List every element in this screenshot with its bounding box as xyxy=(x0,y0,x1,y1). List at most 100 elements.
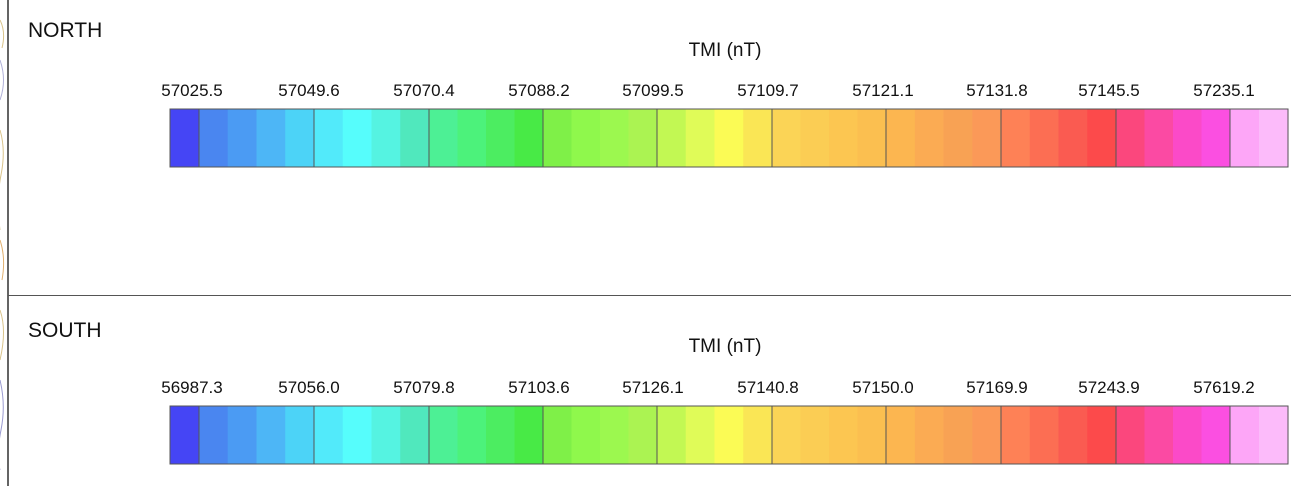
tick-label: 57126.1 xyxy=(622,378,683,397)
colorbar-title: TMI (nT) xyxy=(688,40,762,61)
tick-label: 57169.9 xyxy=(966,378,1027,397)
panel-divider xyxy=(8,295,1291,296)
south-colorbar-panel: SOUTH TMI (nT) 56987.3 57056.0 57079.8 5710… xyxy=(0,296,1291,466)
color-swatch xyxy=(772,406,802,464)
tick-label: 57243.9 xyxy=(1078,378,1139,397)
color-swatch xyxy=(1029,109,1060,167)
color-swatch xyxy=(227,406,258,464)
color-swatch xyxy=(1058,109,1088,167)
color-swatch xyxy=(170,109,200,167)
color-swatch xyxy=(829,109,859,167)
color-swatch xyxy=(685,406,716,464)
colorbar: 56987.3 57056.0 57079.8 57103.6 57126.1 57140… xyxy=(161,378,1289,465)
color-swatch xyxy=(543,109,573,167)
color-swatch xyxy=(1144,406,1174,464)
color-swatch xyxy=(285,109,315,167)
panel-title: NORTH xyxy=(28,19,103,42)
color-swatch xyxy=(543,406,573,464)
panel-title: SOUTH xyxy=(28,319,102,342)
color-swatch xyxy=(943,109,973,167)
color-swatch xyxy=(972,406,1002,464)
tick-label: 57140.8 xyxy=(737,378,798,397)
tick-label: 57103.6 xyxy=(508,378,569,397)
color-swatch xyxy=(486,109,516,167)
color-swatch xyxy=(743,109,773,167)
tick-label: 57619.2 xyxy=(1193,378,1254,397)
color-swatch xyxy=(1001,109,1031,167)
colorbar-frame xyxy=(169,108,1289,168)
color-swatch xyxy=(886,406,916,464)
tick-label: 57070.4 xyxy=(393,81,454,100)
color-swatch xyxy=(400,406,430,464)
color-swatch xyxy=(1201,406,1231,464)
color-swatch xyxy=(914,406,945,464)
color-swatch xyxy=(600,406,630,464)
color-swatch xyxy=(1144,109,1174,167)
color-swatch xyxy=(342,109,373,167)
color-swatch xyxy=(1201,109,1231,167)
color-swatch xyxy=(714,406,744,464)
colorbar: 57025.5 57049.6 57070.4 57088.2 57099.5 57109… xyxy=(161,81,1289,168)
color-swatch xyxy=(829,406,859,464)
color-swatch xyxy=(514,109,544,167)
color-swatch xyxy=(657,109,687,167)
tick-label: 57049.6 xyxy=(278,81,339,100)
color-swatch xyxy=(972,109,1002,167)
color-swatch xyxy=(1259,406,1289,464)
tick-label: 57109.7 xyxy=(737,81,798,100)
color-swatch xyxy=(1259,109,1289,167)
color-swatch xyxy=(170,406,200,464)
color-swatch xyxy=(1173,109,1203,167)
color-swatch xyxy=(1230,406,1260,464)
color-swatch xyxy=(628,406,658,464)
tick-label: 57025.5 xyxy=(161,81,222,100)
color-swatch xyxy=(886,109,916,167)
color-swatch xyxy=(571,406,601,464)
color-swatch xyxy=(1116,406,1146,464)
color-swatch xyxy=(800,109,830,167)
tick-label: 57145.5 xyxy=(1078,81,1139,100)
color-swatch xyxy=(486,406,516,464)
color-swatch xyxy=(772,109,802,167)
color-swatch xyxy=(857,109,887,167)
color-swatch xyxy=(429,406,459,464)
color-swatch xyxy=(457,109,487,167)
color-swatch xyxy=(800,406,830,464)
color-swatch xyxy=(857,406,887,464)
color-swatch xyxy=(743,406,773,464)
color-swatch xyxy=(256,406,286,464)
color-swatch xyxy=(571,109,601,167)
color-swatch xyxy=(256,109,286,167)
color-swatch xyxy=(657,406,687,464)
color-swatch xyxy=(285,406,315,464)
color-swatch xyxy=(199,406,229,464)
tick-label: 57235.1 xyxy=(1193,81,1254,100)
colorbar-frame xyxy=(169,405,1289,465)
color-swatch xyxy=(314,406,344,464)
tick-label: 57079.8 xyxy=(393,378,454,397)
tick-label: 57150.0 xyxy=(852,378,913,397)
tick-label: 57099.5 xyxy=(622,81,683,100)
color-swatch xyxy=(1116,109,1146,167)
color-swatch xyxy=(600,109,630,167)
color-swatch xyxy=(457,406,487,464)
color-swatch xyxy=(371,406,401,464)
color-swatch xyxy=(685,109,716,167)
tick-label: 56987.3 xyxy=(161,378,222,397)
color-swatch xyxy=(1087,406,1117,464)
north-colorbar-panel: NORTH TMI (nT) 57025.5 57049.6 57070.4 5708… xyxy=(0,0,1291,170)
map-contour-fragment xyxy=(0,0,9,486)
colorbar-title: TMI (nT) xyxy=(688,336,762,357)
tick-label: 57121.1 xyxy=(852,81,913,100)
color-swatch xyxy=(342,406,373,464)
color-swatch xyxy=(1001,406,1031,464)
color-swatch xyxy=(1058,406,1088,464)
color-swatch xyxy=(314,109,344,167)
color-swatch xyxy=(1087,109,1117,167)
color-swatch xyxy=(1029,406,1060,464)
color-swatch xyxy=(1230,109,1260,167)
color-swatch xyxy=(914,109,945,167)
color-swatch xyxy=(371,109,401,167)
color-swatch xyxy=(429,109,459,167)
color-swatch xyxy=(227,109,258,167)
